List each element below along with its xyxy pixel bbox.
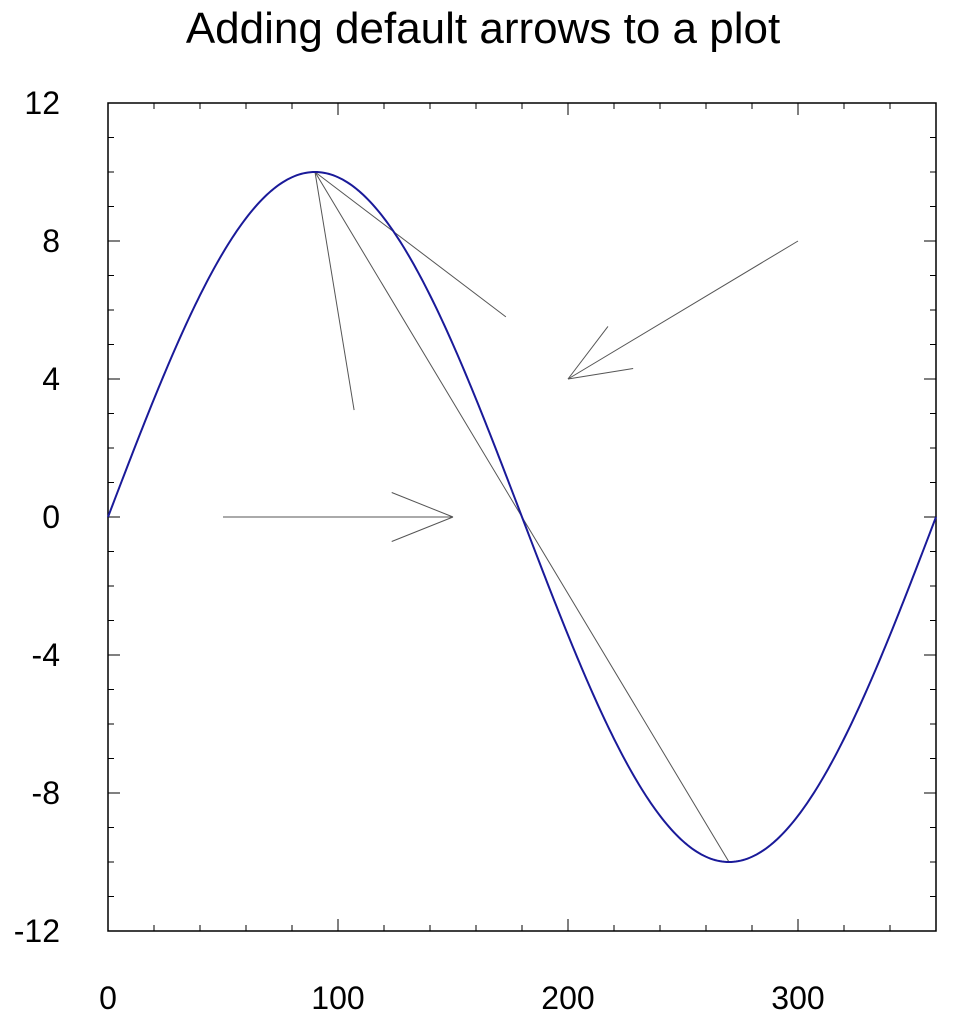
- arrows-layer: [223, 171, 799, 863]
- series-layer: [107, 170, 937, 864]
- y-tick-label: 0: [42, 499, 60, 535]
- sine-curve-line: [107, 170, 937, 864]
- y-tick-label: 4: [42, 361, 60, 397]
- y-tick-label: -12: [14, 913, 60, 949]
- arrow-shaft: [314, 171, 355, 411]
- y-tick-label: -4: [32, 637, 60, 673]
- x-tick-label: 300: [771, 980, 824, 1016]
- x-tick-label: 0: [99, 980, 117, 1016]
- y-tick-label: 8: [42, 223, 60, 259]
- x-tick-label: 100: [311, 980, 364, 1016]
- axis-ticks: [107, 102, 937, 932]
- y-tick-label: -8: [32, 775, 60, 811]
- chart-title: Adding default arrows to a plot: [185, 4, 781, 53]
- arrow-head-stroke: [567, 326, 609, 380]
- arrow-head-stroke: [391, 492, 454, 518]
- y-tick-label: 12: [24, 85, 60, 121]
- arrow-shaft: [567, 240, 799, 380]
- arrow-head-stroke: [567, 367, 634, 380]
- x-tick-label: 200: [541, 980, 594, 1016]
- arrow-head-stroke: [391, 516, 454, 542]
- tick-labels: 0 100 200 300 12 8 4 0 -4 -8 -12: [14, 85, 825, 1016]
- arrow-shaft: [314, 171, 507, 318]
